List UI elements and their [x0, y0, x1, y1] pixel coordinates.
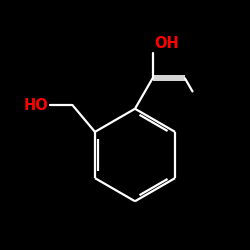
Text: HO: HO	[24, 98, 49, 112]
Text: OH: OH	[154, 36, 178, 51]
